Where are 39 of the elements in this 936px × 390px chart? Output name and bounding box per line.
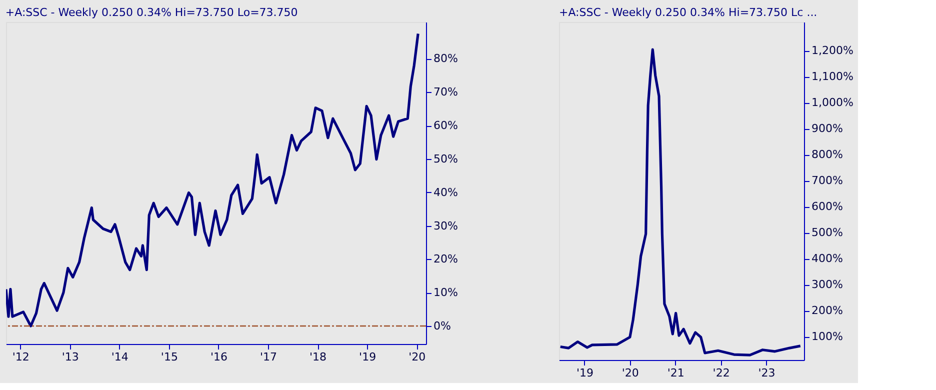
y-tick-label: 60% — [434, 119, 458, 132]
x-tick-label: '23 — [758, 366, 776, 380]
x-tick-label: '16 — [210, 350, 228, 364]
y-tick-label: 1,100% — [812, 70, 854, 84]
x-tick-label: '20 — [622, 366, 639, 380]
x-tick-label: '19 — [359, 350, 376, 364]
y-tick-label: 100% — [812, 330, 843, 344]
y-tick-label: 200% — [812, 304, 843, 318]
chart-title: +A:SSC - Weekly 0.250 0.34% Hi=73.750 Lo=73.750 — [5, 6, 298, 19]
y-tick-label: 50% — [434, 152, 458, 166]
x-tick-label: '13 — [62, 350, 79, 364]
x-tick-label: '14 — [111, 350, 128, 364]
y-tick-label: 70% — [434, 86, 458, 99]
y-tick-label: 800% — [812, 148, 843, 162]
y-tick-label: 1,200% — [812, 44, 854, 58]
x-tick-label: '15 — [160, 350, 178, 364]
y-tick-label: 400% — [812, 252, 843, 266]
x-tick-label: '19 — [576, 366, 594, 380]
y-tick-label: 10% — [434, 286, 458, 300]
chart-title: +A:SSC - Weekly 0.250 0.34% Hi=73.750 Lc ... — [559, 6, 818, 19]
x-tick-label: '17 — [260, 350, 278, 364]
y-tick-label: 80% — [434, 52, 458, 66]
y-tick-label: 40% — [434, 186, 458, 199]
x-tick-label: '21 — [667, 366, 684, 380]
y-tick-label: 30% — [434, 219, 458, 232]
y-tick-label: 1,000% — [812, 96, 854, 110]
y-tick-label: 700% — [812, 174, 843, 188]
x-tick-label: '20 — [408, 350, 426, 364]
y-tick-label: 20% — [434, 252, 458, 266]
x-tick-label: '18 — [310, 350, 327, 364]
line-series — [559, 48, 802, 356]
y-tick-label: 300% — [812, 278, 843, 292]
y-tick-label: 0% — [434, 319, 451, 332]
y-tick-label: 600% — [812, 200, 843, 214]
x-tick-label: '12 — [12, 350, 30, 364]
line-series — [6, 32, 420, 328]
y-tick-label: 500% — [812, 226, 843, 240]
x-tick-label: '22 — [712, 366, 730, 380]
y-tick-label: 900% — [812, 122, 843, 136]
